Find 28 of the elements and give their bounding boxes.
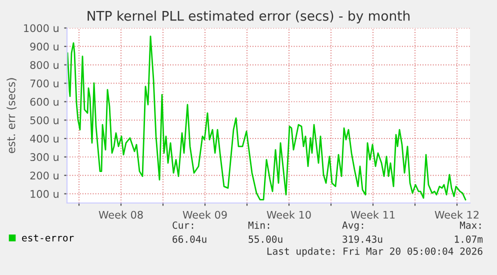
text: 66.04u bbox=[172, 235, 206, 243]
x-tick-label: Week 08 bbox=[98, 210, 143, 219]
y-tick-label: 900 u bbox=[30, 42, 58, 51]
y-tick-label: 1000 u bbox=[24, 24, 58, 32]
text: Min: bbox=[248, 221, 270, 229]
y-axis-title: est. err (secs) bbox=[6, 78, 17, 154]
y-tick-label: 100 u bbox=[30, 190, 58, 198]
x-tick-label: Week 09 bbox=[182, 210, 227, 219]
y-tick-label: 300 u bbox=[30, 153, 58, 162]
y-tick-label: 700 u bbox=[30, 79, 58, 88]
y-tick-label: 500 u bbox=[30, 116, 58, 124]
chart-title: NTP kernel PLL estimated error (secs) - by month bbox=[88, 10, 410, 24]
text: 319.43u bbox=[342, 235, 382, 243]
y-tick-label: 400 u bbox=[30, 134, 58, 143]
text: 1.07m bbox=[454, 235, 483, 243]
y-tick-label: 200 u bbox=[30, 172, 58, 180]
y-tick-label: 800 u bbox=[30, 61, 58, 69]
y-tick-label: 600 u bbox=[30, 98, 58, 106]
legend-label: est-error bbox=[22, 234, 74, 242]
x-tick-label: Week 11 bbox=[350, 210, 395, 219]
x-tick-label: Week 10 bbox=[266, 210, 311, 219]
x-tick-label: Week 12 bbox=[434, 210, 479, 219]
text: Max: bbox=[460, 222, 481, 229]
text: Cur: bbox=[172, 221, 194, 229]
text: Avg: bbox=[342, 222, 364, 231]
text: Last update: Fri Mar 20 05:00:04 2026 bbox=[267, 247, 482, 257]
line-series bbox=[67, 36, 466, 200]
text: 55.00u bbox=[248, 235, 282, 243]
